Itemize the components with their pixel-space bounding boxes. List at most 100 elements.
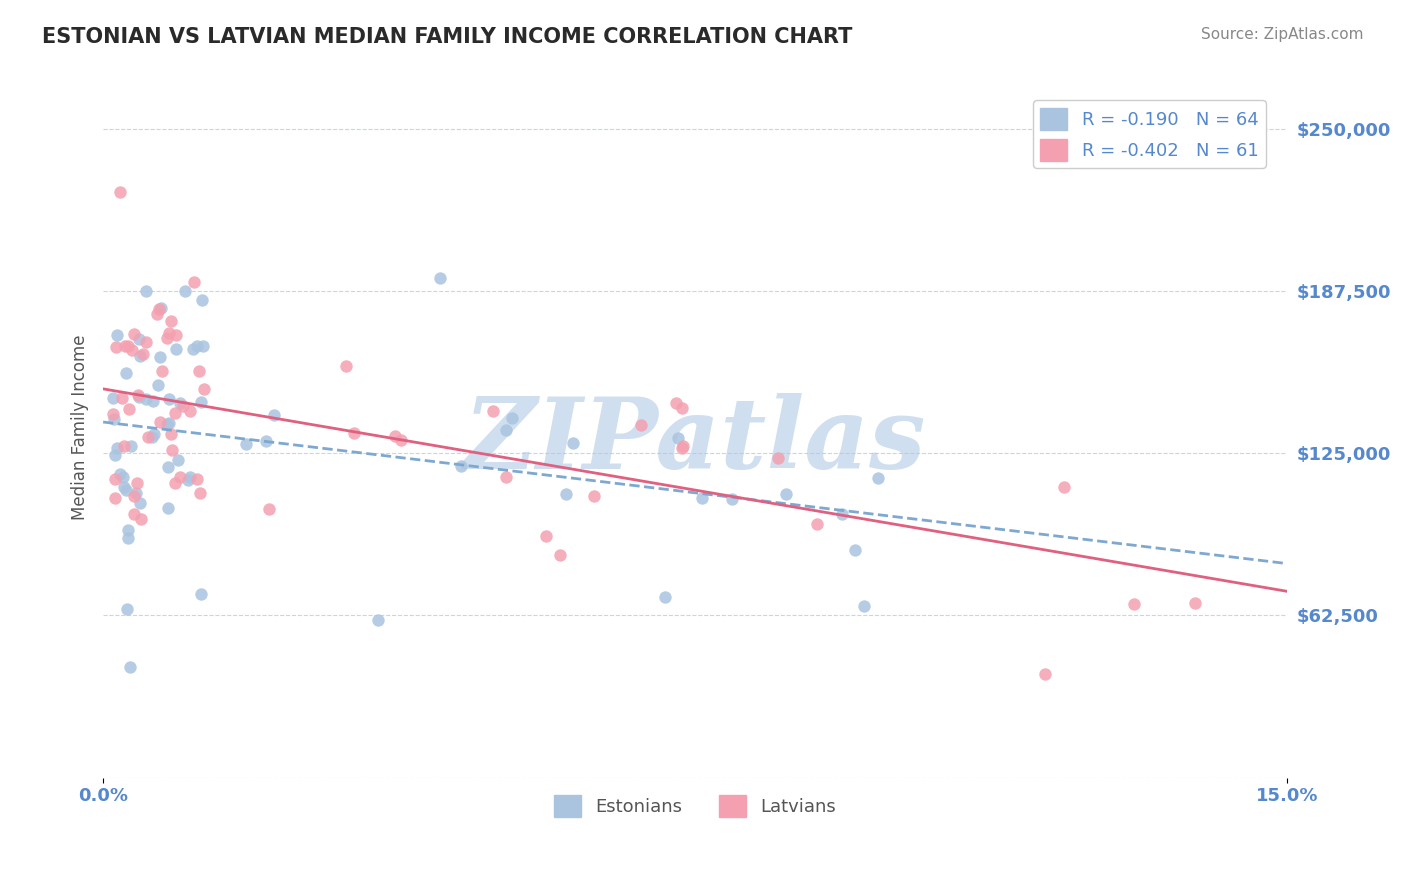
Point (193, 382, 215, 396)
Point (831, 508, 853, 522)
Point (335, 359, 357, 374)
Point (156, 500, 179, 515)
Point (117, 531, 139, 545)
Point (157, 326, 180, 340)
Point (429, 271, 451, 285)
Point (690, 491, 713, 505)
Point (122, 489, 145, 503)
Point (555, 486, 578, 500)
Point (156, 331, 179, 345)
Point (149, 350, 172, 364)
Point (191, 293, 214, 307)
Point (146, 307, 169, 321)
Point (114, 339, 136, 353)
Point (111, 470, 134, 484)
Point (1053, 480, 1076, 494)
Point (104, 449, 127, 463)
Point (143, 427, 166, 442)
Point (160, 443, 183, 458)
Point (149, 301, 172, 316)
Point (101, 391, 124, 405)
Point (156, 417, 179, 431)
Text: Source: ZipAtlas.com: Source: ZipAtlas.com (1201, 27, 1364, 42)
Point (160, 426, 183, 441)
Point (146, 377, 169, 392)
Point (124, 486, 146, 500)
Point (235, 436, 257, 450)
Point (190, 587, 212, 601)
Point (141, 430, 163, 444)
Point (257, 502, 280, 516)
Point (103, 412, 125, 426)
Legend: Estonians, Latvians: Estonians, Latvians (547, 788, 844, 824)
Point (450, 458, 472, 473)
Point (721, 491, 744, 506)
Point (105, 442, 128, 456)
Point (148, 415, 170, 429)
Point (105, 327, 128, 342)
Point (561, 435, 583, 450)
Point (169, 469, 191, 483)
Point (179, 404, 201, 418)
Point (135, 284, 157, 298)
Point (101, 407, 124, 421)
Point (389, 434, 412, 448)
Point (534, 529, 557, 543)
Point (671, 441, 693, 455)
Point (844, 542, 866, 557)
Point (150, 364, 173, 378)
Point (104, 340, 127, 354)
Point (186, 471, 208, 485)
Point (766, 450, 789, 465)
Text: ESTONIAN VS LATVIAN MEDIAN FAMILY INCOME CORRELATION CHART: ESTONIAN VS LATVIAN MEDIAN FAMILY INCOME… (42, 27, 852, 46)
Point (128, 496, 150, 510)
Point (174, 284, 197, 298)
Point (118, 402, 141, 417)
Point (1123, 598, 1146, 612)
Point (665, 396, 688, 410)
Point (115, 602, 138, 616)
Point (157, 392, 180, 406)
Point (103, 491, 125, 506)
Point (165, 405, 187, 419)
Point (176, 473, 198, 487)
Point (163, 476, 186, 491)
Point (136, 430, 159, 444)
Point (165, 327, 187, 342)
Point (131, 511, 153, 525)
Point (156, 459, 179, 474)
Point (167, 453, 190, 467)
Point (548, 548, 571, 562)
Point (190, 394, 212, 409)
Point (806, 517, 828, 532)
Point (121, 343, 143, 357)
Point (128, 390, 150, 404)
Point (122, 507, 145, 521)
Point (775, 486, 797, 500)
Point (672, 439, 695, 453)
Text: ZIPatlas: ZIPatlas (464, 393, 927, 490)
Point (343, 425, 366, 440)
Point (112, 439, 135, 453)
Point (1035, 666, 1057, 681)
Point (179, 469, 201, 483)
Point (501, 410, 523, 425)
Point (122, 327, 145, 342)
Point (120, 439, 142, 453)
Point (104, 472, 127, 486)
Point (671, 401, 693, 416)
Point (160, 314, 183, 328)
Point (187, 364, 209, 378)
Point (183, 276, 205, 290)
Point (367, 613, 389, 627)
Point (495, 470, 517, 484)
Point (1184, 596, 1206, 610)
Point (191, 338, 214, 352)
Point (866, 471, 889, 485)
Point (384, 428, 406, 442)
Point (117, 339, 139, 353)
Point (256, 434, 278, 448)
Point (114, 483, 136, 498)
Point (482, 403, 505, 417)
Point (495, 423, 517, 437)
